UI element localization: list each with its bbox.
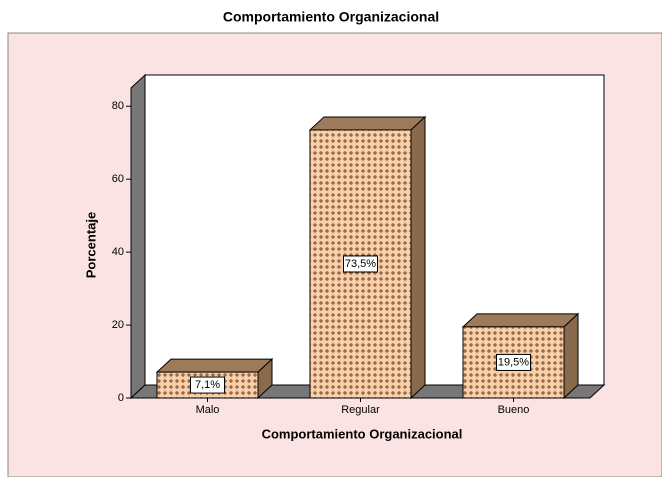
bar-top	[461, 313, 580, 328]
side-wall	[130, 73, 146, 400]
bar-top	[308, 116, 427, 131]
y-axis-title: Porcentaje	[83, 212, 98, 278]
value-label: 7,1%	[195, 379, 220, 391]
bar-side	[563, 312, 579, 400]
value-label-box	[190, 376, 225, 394]
x-tick-label: Malo	[196, 404, 220, 416]
plot-area: 0 20 40 60 80 Malo 7,1% Regular 73,5% Bueno 19,5%	[112, 73, 606, 416]
value-label-box	[343, 255, 378, 273]
value-label: 73,5%	[345, 258, 376, 270]
y-tick-label: 0	[118, 392, 124, 404]
chart-title: Comportamiento Organizacional	[223, 9, 439, 25]
value-label: 19,5%	[498, 356, 529, 368]
y-tick-label: 60	[112, 173, 124, 185]
y-tick-label: 40	[112, 246, 124, 258]
x-axis-title: Comportamiento Organizacional	[262, 426, 463, 441]
x-tick-label: Bueno	[498, 404, 530, 416]
bar-side	[410, 115, 426, 400]
y-tick-label: 20	[112, 319, 124, 331]
x-tick-label: Regular	[341, 404, 380, 416]
bar-top	[155, 358, 274, 373]
y-tick-label: 80	[112, 100, 124, 112]
value-label-box	[496, 353, 531, 371]
